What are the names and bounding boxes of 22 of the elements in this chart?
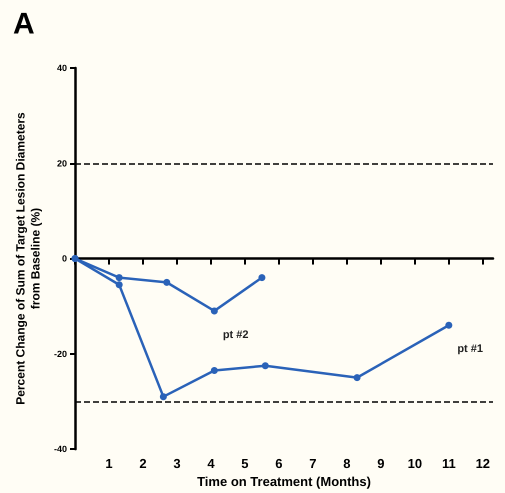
y-axis-title: Percent Change of Sum of Target Lesion Diameters from Baseline (%) xyxy=(14,112,43,405)
x-tick-label: 11 xyxy=(442,456,456,472)
x-tick-label: 8 xyxy=(343,456,350,472)
x-tick-label: 6 xyxy=(275,456,283,472)
x-tick-label: 12 xyxy=(476,456,490,472)
x-tick-label: 9 xyxy=(377,456,384,472)
x-tick-label: 1 xyxy=(105,456,113,472)
x-axis-title: Time on Treatment (Months) xyxy=(197,474,371,489)
y-tick-label: 0 xyxy=(62,254,67,264)
y-tick-label: 40 xyxy=(56,63,67,73)
x-tick-label: 4 xyxy=(207,456,216,472)
chart-title: A xyxy=(13,8,35,40)
x-tick-label: 2 xyxy=(139,456,147,472)
x-tick-label: 5 xyxy=(241,456,249,472)
x-tick-label: 3 xyxy=(173,456,181,472)
y-tick-label: -40 xyxy=(54,444,67,454)
y-tick-label: -20 xyxy=(54,348,67,359)
series-label: pt #2 xyxy=(222,328,249,341)
y-tick-label: 20 xyxy=(56,158,67,168)
x-tick-label: 10 xyxy=(408,456,422,472)
x-tick-label: 7 xyxy=(309,456,317,472)
series-label: pt #1 xyxy=(457,343,484,356)
